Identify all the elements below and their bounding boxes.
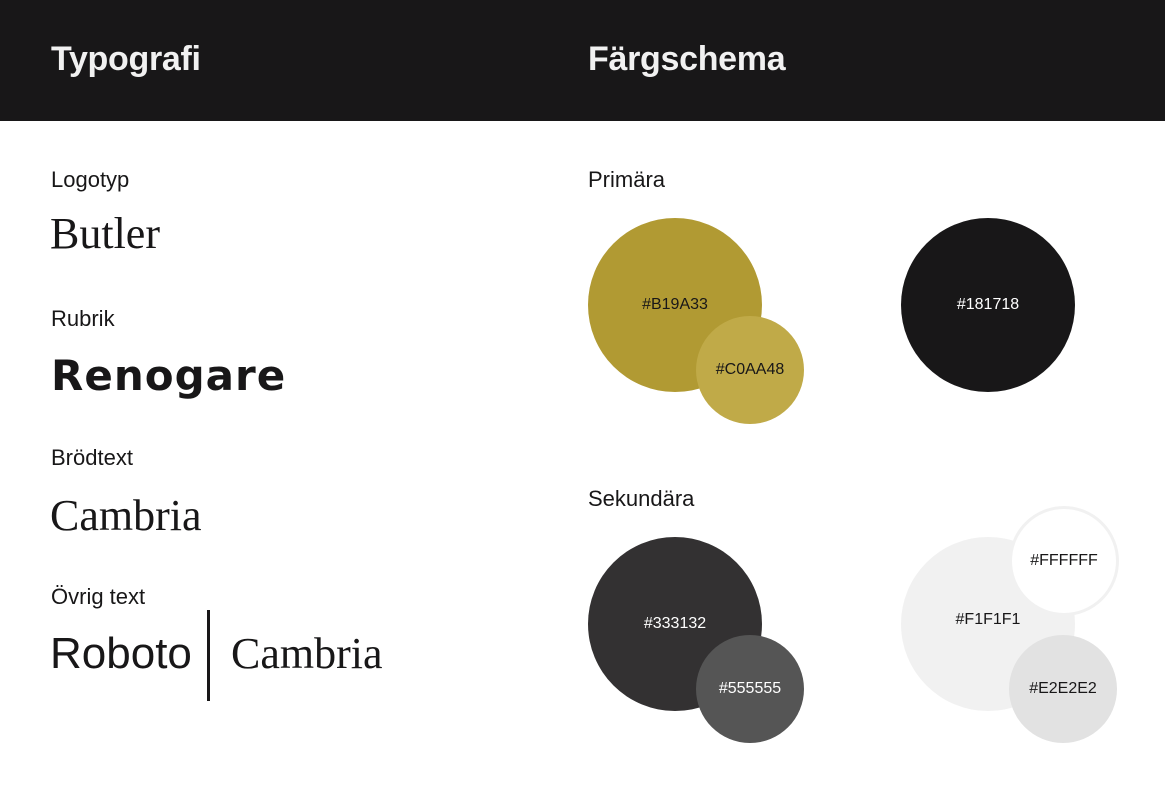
secondary-colors-label: Sekundära <box>588 486 695 511</box>
typography-title: Typografi <box>51 40 201 78</box>
colors-title: Färgschema <box>588 40 786 78</box>
other-font-sample-serif: Cambria <box>231 629 383 678</box>
color-swatch-white: #FFFFFF <box>1009 506 1119 616</box>
swatch-hex: #555555 <box>718 680 782 697</box>
color-swatch-mid-gray: #555555 <box>696 635 804 743</box>
color-swatch-black: #181718 <box>901 218 1075 392</box>
heading-font-sample: Renogare <box>51 351 287 400</box>
color-swatch-gold: #B19A33 <box>588 218 762 392</box>
primary-colors-label: Primära <box>588 167 666 192</box>
color-swatch-light-gray: #E2E2E2 <box>1009 635 1117 743</box>
font-divider <box>207 610 210 701</box>
logo-label: Logotyp <box>51 167 130 192</box>
other-font-sample-sans: Roboto <box>50 629 192 678</box>
logo-font-sample: Butler <box>50 209 160 258</box>
body-label: Brödtext <box>51 445 133 470</box>
swatch-hex: #B19A33 <box>642 296 708 313</box>
swatch-hex: #C0AA48 <box>715 361 785 378</box>
header-bar: Typografi Färgschema <box>0 0 1165 121</box>
swatch-hex: #FFFFFF <box>1030 552 1098 569</box>
body-font-sample: Cambria <box>50 491 202 540</box>
swatch-hex: #F1F1F1 <box>955 611 1021 628</box>
swatch-hex: #333132 <box>643 615 707 632</box>
swatch-hex: #E2E2E2 <box>1029 680 1097 697</box>
swatch-hex: #181718 <box>956 296 1020 313</box>
other-text-label: Övrig text <box>51 584 146 609</box>
color-swatch-light-gold: #C0AA48 <box>696 316 804 424</box>
heading-label: Rubrik <box>51 306 115 331</box>
